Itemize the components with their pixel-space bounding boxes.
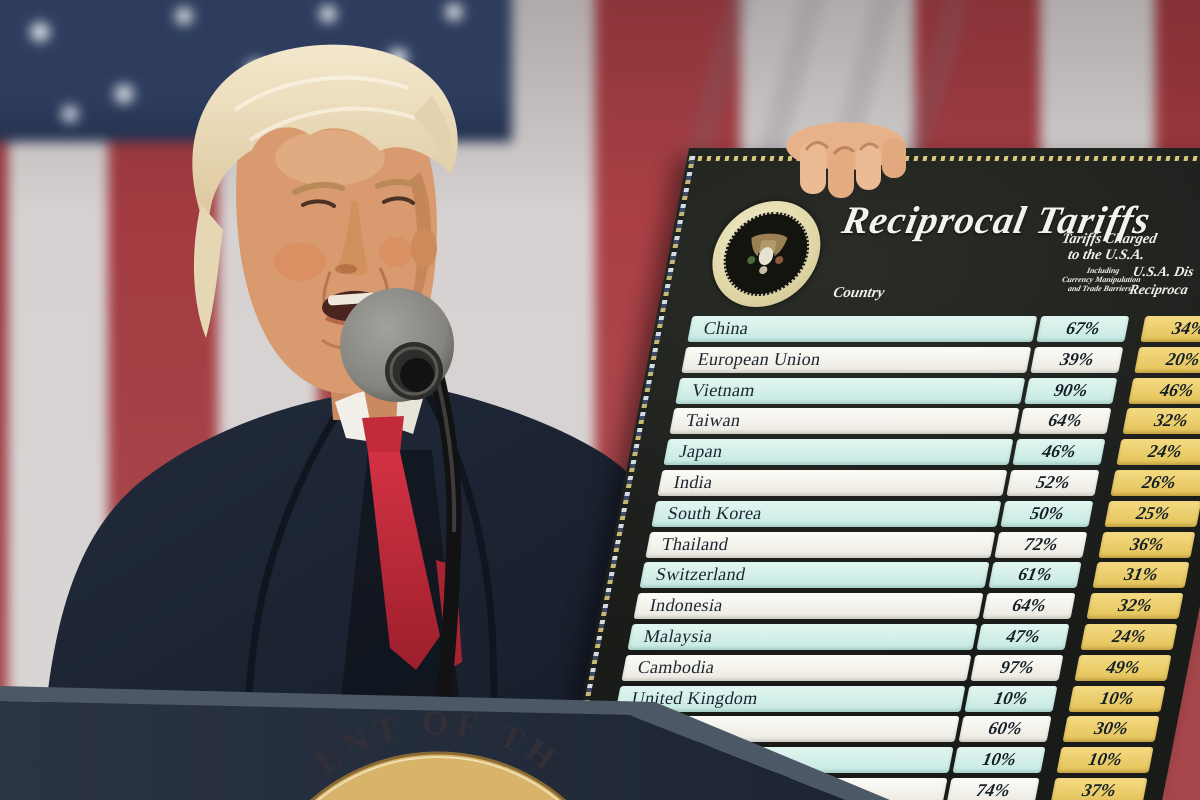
country-cell: Switzerland <box>639 562 990 589</box>
country-cell: Japan <box>663 439 1014 466</box>
country-cell: Thailand <box>645 531 996 558</box>
country-cell: Cambodia <box>621 654 972 681</box>
discounted-cell: 46% <box>1128 377 1200 404</box>
discount-header-line2: Reciproca <box>1127 282 1190 298</box>
table-row: Vietnam 90% 46% <box>639 377 1200 404</box>
charged-header-line2: to the U.S.A. <box>1066 246 1146 263</box>
table-row: Malaysia 47% 24% <box>591 624 1196 650</box>
country-cell: China <box>687 316 1038 342</box>
seal-star-ring <box>716 212 817 296</box>
country-cell: South Korea <box>651 500 1002 527</box>
table-row: 60% 30% <box>573 716 1178 743</box>
charged-cell: 47% <box>976 624 1070 650</box>
charged-cell: 90% <box>1024 377 1118 404</box>
table-row: South Korea 50% 25% <box>615 500 1200 527</box>
charged-cell: 64% <box>1018 408 1112 435</box>
table-row: European Union 39% 20% <box>645 346 1200 373</box>
discounted-cell: 36% <box>1098 531 1196 558</box>
country-cell: Vietnam <box>675 377 1026 404</box>
column-header-usa-discounted: U.S.A. Dis Reciproca <box>1128 264 1200 299</box>
charged-cell: 67% <box>1036 316 1130 342</box>
table-row: Cambodia 97% 49% <box>585 654 1190 681</box>
discounted-cell: 34% <box>1140 316 1200 342</box>
charged-cell: 50% <box>1000 500 1094 527</box>
table-row: Taiwan 64% 32% <box>633 408 1200 435</box>
discounted-cell: 32% <box>1122 408 1200 435</box>
discounted-cell: 24% <box>1116 439 1200 466</box>
country-cell: India <box>657 470 1008 496</box>
table-row: China 67% 34% <box>651 316 1200 342</box>
discounted-cell: 30% <box>1062 716 1160 743</box>
charged-cell: 72% <box>994 531 1088 558</box>
discount-header-line1: U.S.A. Dis <box>1131 265 1195 280</box>
discounted-cell: 20% <box>1134 346 1200 373</box>
tariff-board: Reciprocal Tariffs Country Tariffs Charg… <box>560 148 1200 800</box>
country-cell: Taiwan <box>669 408 1020 435</box>
country-cell: Malaysia <box>627 624 978 650</box>
discounted-cell: 37% <box>1050 778 1148 800</box>
charged-cell: 46% <box>1012 439 1106 466</box>
charged-header-line1: Tariffs Charged <box>1060 231 1159 247</box>
charged-cell: 60% <box>958 716 1052 743</box>
table-row: Japan 46% 24% <box>627 439 1200 466</box>
discounted-cell: 26% <box>1110 470 1200 496</box>
charged-cell: 64% <box>982 593 1076 620</box>
table-row: United Kingdom 10% 10% <box>579 685 1184 712</box>
table-row: Indonesia 64% 32% <box>597 593 1200 620</box>
country-cell: Indonesia <box>633 593 984 620</box>
discounted-cell: 10% <box>1056 747 1154 774</box>
table-row: Switzerland 61% 31% <box>603 562 1200 589</box>
column-header-country: Country <box>831 285 886 301</box>
flag-star-field <box>0 0 512 142</box>
country-cell <box>609 716 960 743</box>
board-gold-beaded-trim <box>688 156 1200 161</box>
charged-cell: 39% <box>1030 346 1124 373</box>
discounted-cell: 31% <box>1092 562 1190 589</box>
country-cell <box>597 778 948 800</box>
charged-cell: 74% <box>946 778 1040 800</box>
discounted-cell: 25% <box>1104 500 1200 527</box>
charged-cell: 61% <box>988 562 1082 589</box>
country-cell <box>603 747 954 774</box>
charged-cell: 97% <box>970 654 1064 681</box>
table-row: 74% 37% <box>561 778 1166 800</box>
discounted-cell: 32% <box>1086 593 1184 620</box>
seal-eagle-icon <box>747 233 788 275</box>
discounted-cell: 10% <box>1068 685 1166 712</box>
discounted-cell: 49% <box>1074 654 1172 681</box>
country-cell: European Union <box>681 346 1032 373</box>
country-cell: United Kingdom <box>615 685 966 712</box>
table-row: Thailand 72% 36% <box>609 531 1200 558</box>
table-row: 10% 10% <box>567 747 1172 774</box>
charged-cell: 10% <box>964 685 1058 712</box>
charged-cell: 52% <box>1006 470 1100 496</box>
table-row: India 52% 26% <box>621 470 1200 496</box>
charged-cell: 10% <box>952 747 1046 774</box>
presidential-seal <box>703 201 830 307</box>
discounted-cell: 24% <box>1080 624 1178 650</box>
